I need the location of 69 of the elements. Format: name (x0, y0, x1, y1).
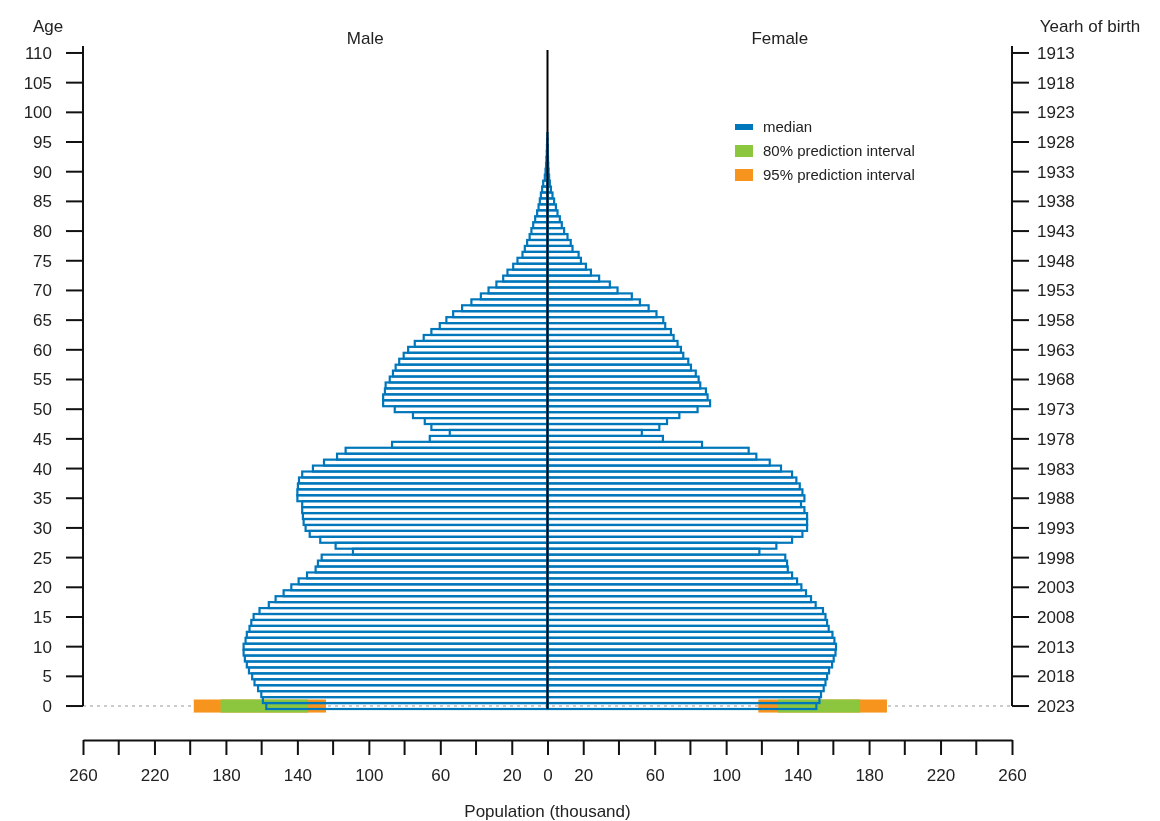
x-tick-label: 20 (574, 766, 594, 786)
y-tick-label: 50 (33, 400, 52, 420)
y-tick-label: 70 (33, 281, 52, 301)
y2-tick-label: 1928 (1037, 132, 1075, 152)
y-tick-label: 35 (33, 489, 52, 509)
y2-tick-label: 2018 (1037, 667, 1075, 687)
x-tick-label: 0 (543, 766, 553, 786)
y-tick-label: 55 (33, 370, 52, 390)
y2-tick-label: 1978 (1037, 429, 1075, 449)
y2-tick-label: 1913 (1037, 43, 1075, 63)
y2-tick-label: 1953 (1037, 281, 1075, 301)
x-tick-label: 260 (69, 766, 98, 786)
x-tick-label: 180 (212, 766, 241, 786)
y-tick-label: 65 (33, 311, 52, 331)
y2-tick-label: 1923 (1037, 103, 1075, 123)
y2-tick-label: 2008 (1037, 607, 1075, 627)
y2-tick-label: 1918 (1037, 73, 1075, 93)
legend-label: 80% prediction interval (763, 142, 915, 160)
y2-tick-label: 1938 (1037, 192, 1075, 212)
x-tick-label: 260 (998, 766, 1027, 786)
x-tick-label: 140 (783, 766, 813, 786)
y-tick-label: 0 (42, 696, 52, 716)
annotation: Male (346, 29, 384, 48)
y2-tick-label: 1983 (1037, 459, 1075, 479)
y2-tick-label: 1948 (1037, 251, 1075, 271)
x-tick-label: 100 (355, 766, 384, 786)
x-tick-label: 180 (855, 766, 884, 786)
y2-tick-label: 1993 (1037, 518, 1075, 538)
y2-tick-label: 1943 (1037, 222, 1075, 242)
y2-tick-label: 1973 (1037, 400, 1075, 420)
y-tick-label: 90 (33, 162, 52, 182)
y-tick-label: 75 (33, 251, 52, 271)
legend-label: 95% prediction interval (763, 166, 915, 184)
y-tick-label: 25 (33, 548, 52, 568)
y2-tick-label: 1968 (1037, 370, 1075, 390)
y-tick-label: 60 (33, 340, 52, 360)
y2-tick-label: 1988 (1037, 489, 1075, 509)
annotation: Female (751, 29, 809, 48)
x-tick-label: 140 (283, 766, 313, 786)
y-tick-label: 20 (33, 578, 52, 598)
y-tick-label: 5 (42, 667, 52, 687)
x-tick-label: 20 (502, 766, 522, 786)
y-axis-title: Age (32, 17, 64, 36)
y2-tick-label: 1958 (1037, 311, 1075, 331)
y-tick-label: 10 (33, 637, 52, 657)
y2-tick-label: 2013 (1037, 637, 1075, 657)
y-tick-label: 110 (24, 43, 52, 63)
y-tick-label: 80 (33, 222, 52, 242)
x-tick-label: 100 (712, 766, 741, 786)
x-tick-label: 220 (926, 766, 956, 786)
y2-tick-label: 2003 (1037, 578, 1075, 598)
y2-tick-label: 2023 (1037, 696, 1075, 716)
x-axis-title: Population (thousand) (464, 802, 631, 821)
y-tick-label: 45 (33, 429, 52, 449)
y2-axis-title: Yearh of birth (1039, 17, 1141, 36)
y-tick-label: 40 (33, 459, 52, 479)
x-tick-label: 220 (140, 766, 170, 786)
y-tick-label: 95 (33, 132, 52, 152)
y-tick-label: 85 (33, 192, 52, 212)
x-tick-label: 60 (431, 766, 451, 786)
y2-tick-label: 1963 (1037, 340, 1075, 360)
y-tick-label: 30 (33, 518, 52, 538)
x-tick-label: 60 (645, 766, 665, 786)
legend-label: median (763, 118, 813, 136)
y2-tick-label: 1933 (1037, 162, 1075, 182)
y-tick-label: 100 (23, 103, 52, 123)
y-tick-label: 105 (23, 73, 52, 93)
y-tick-label: 15 (33, 607, 52, 627)
y2-tick-label: 1998 (1037, 548, 1075, 568)
